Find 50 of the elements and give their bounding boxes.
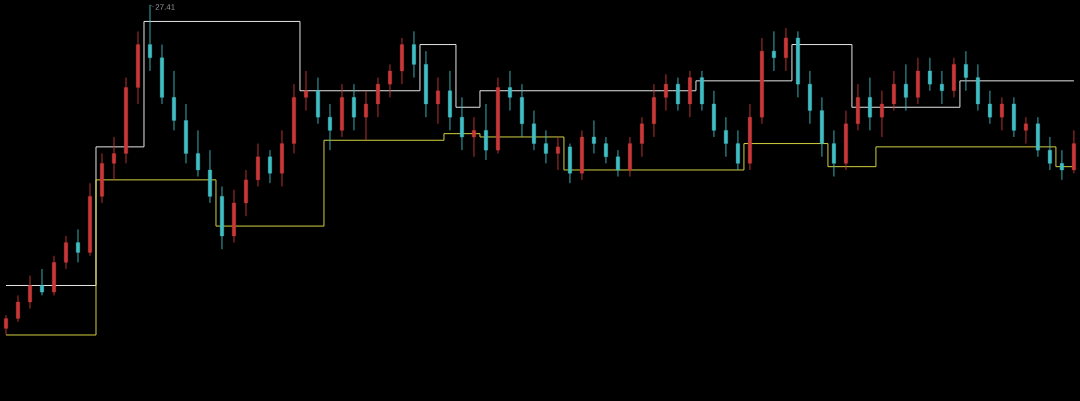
candlestick [891, 70, 896, 112]
candlestick [963, 50, 968, 92]
candlestick [508, 70, 512, 112]
candlestick [112, 136, 116, 181]
candlestick [987, 90, 992, 125]
candlestick [412, 30, 416, 79]
candlestick [28, 275, 32, 310]
candlestick [64, 235, 68, 270]
candlestick [472, 116, 476, 158]
candlestick [436, 77, 440, 125]
candlestick [939, 70, 944, 105]
candlestick [663, 73, 668, 112]
candlestick [256, 143, 260, 187]
candlestick [879, 90, 884, 138]
candlestick [1023, 116, 1028, 145]
candlestick [376, 77, 380, 118]
candlestick [999, 96, 1004, 131]
candlestick [352, 83, 356, 131]
candlestick [16, 294, 20, 323]
candlestick [615, 149, 620, 178]
candlestick [268, 149, 272, 184]
candlestick [364, 90, 368, 141]
candlestick [903, 63, 908, 112]
candlestick [244, 169, 248, 217]
candlestick [328, 103, 332, 151]
candlestick [867, 77, 872, 131]
candlestick [1059, 149, 1064, 181]
candlestick [196, 129, 200, 178]
candlestick [460, 96, 464, 151]
candlestick [831, 129, 836, 178]
candlestick [639, 116, 644, 158]
candlestick [735, 129, 740, 171]
candlestick [771, 30, 776, 72]
candlestick [1047, 136, 1052, 171]
candlestick [172, 70, 176, 131]
candlestick [927, 57, 932, 92]
candlestick [675, 77, 680, 112]
candlestick [592, 120, 596, 154]
candlestick [484, 103, 488, 161]
candlestick [556, 136, 560, 171]
candlestick [544, 129, 548, 164]
candlestick [603, 136, 608, 164]
candlestick [783, 27, 788, 72]
candlestick [76, 228, 80, 263]
candlestick [304, 70, 308, 112]
candlestick [4, 314, 8, 336]
candlestick [532, 110, 536, 151]
candlestick [388, 63, 392, 98]
candlestick [723, 116, 728, 158]
candlestick [40, 268, 44, 296]
